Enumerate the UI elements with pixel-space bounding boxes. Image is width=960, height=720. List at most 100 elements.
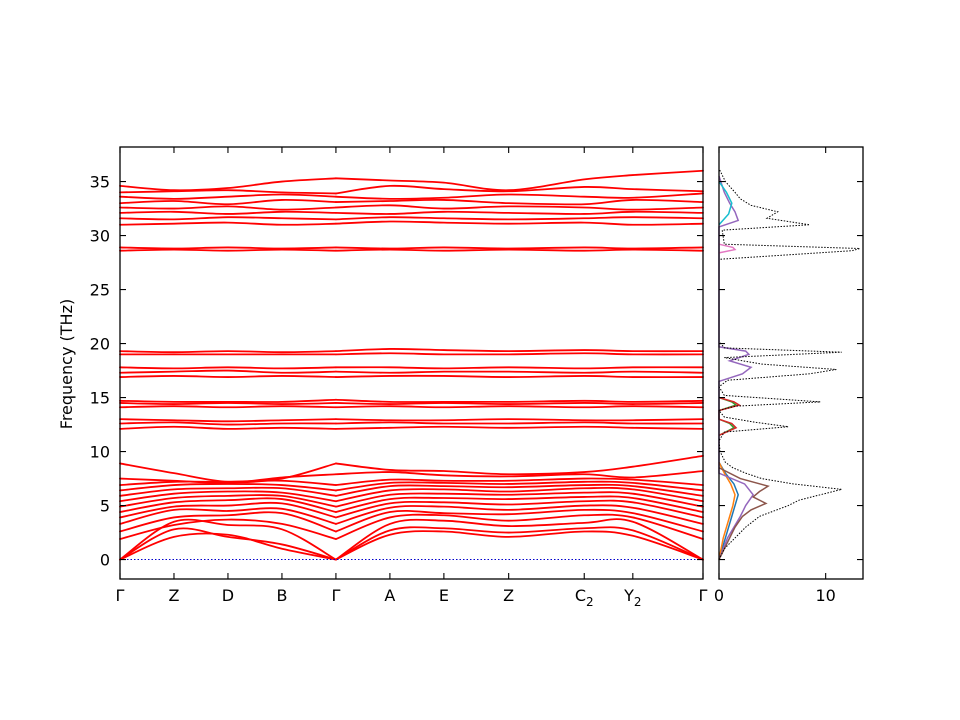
band-line-23b (335, 370, 704, 374)
band-line-30b (335, 216, 704, 221)
band-line-12b (335, 480, 704, 492)
projected-dos-8 (718, 181, 733, 226)
band-line-18a (119, 418, 337, 423)
projected-dos-lines (718, 175, 770, 560)
band-line-21b (335, 398, 704, 403)
band-line-8b (335, 495, 704, 513)
dos-xtick-label-0: 0 (714, 586, 724, 605)
band-line-1b (335, 530, 704, 561)
band-line-22a (119, 375, 337, 378)
band-line-9a (119, 494, 337, 508)
band-line-11b (335, 483, 704, 497)
band-line-34a (119, 193, 337, 200)
band-ytick-label-5: 5 (100, 497, 110, 516)
band-line-20b (335, 402, 704, 405)
band-ytick-label-0: 0 (100, 551, 110, 570)
band-line-16a (119, 425, 337, 430)
band-line-15a (119, 462, 337, 484)
band-line-14a (119, 473, 337, 484)
projected-dos-6 (718, 467, 770, 560)
dos-plot-frame (718, 146, 864, 580)
kpoint-label-4: Γ (331, 586, 340, 605)
band-line-7b (335, 499, 704, 519)
projected-dos-5 (718, 175, 755, 560)
band-line-32a (119, 205, 337, 211)
band-plot-frame (119, 146, 704, 580)
total-dos-line (718, 168, 860, 560)
band-line-6b (335, 504, 704, 525)
band-line-25b (335, 352, 704, 356)
band-ytick-label-10: 10 (90, 443, 110, 462)
band-line-34b (335, 192, 704, 200)
band-line-26b (335, 348, 704, 353)
kpoint-label-10: Γ (699, 586, 708, 605)
band-line-35b (335, 184, 704, 195)
band-line-24b (335, 366, 704, 370)
band-line-3b (335, 518, 704, 561)
kpoint-label-2: D (222, 586, 234, 605)
band-line-21a (119, 398, 337, 403)
y-axis-label: Frequency (THz) (57, 299, 76, 429)
band-line-17b (335, 421, 704, 425)
band-line-31a (119, 210, 337, 215)
band-line-31b (335, 210, 704, 215)
band-line-4a (119, 518, 337, 540)
band-line-29b (335, 220, 704, 226)
band-line-8a (119, 497, 337, 513)
band-line-14b (335, 470, 704, 479)
band-line-32b (335, 204, 704, 211)
band-line-20a (119, 402, 337, 405)
band-line-3a (119, 518, 337, 561)
band-line-29a (119, 221, 337, 226)
band-line-5b (335, 508, 704, 533)
band-line-26a (119, 350, 337, 354)
band-ytick-label-15: 15 (90, 389, 110, 408)
band-line-18b (335, 418, 704, 422)
kpoint-label-6: E (439, 586, 449, 605)
band-line-28a (119, 246, 337, 250)
band-line-17a (119, 421, 337, 426)
band-line-33b (335, 198, 704, 206)
band-line-2b (335, 526, 704, 561)
band-line-19b (335, 405, 704, 409)
band-line-24a (119, 366, 337, 370)
band-line-36a (119, 177, 337, 192)
band-ytick-label-35: 35 (90, 173, 110, 192)
kpoint-label-3: B (276, 586, 287, 605)
dos-panel: 0 10 (714, 146, 864, 605)
band-line-12a (119, 483, 337, 492)
band-line-19a (119, 405, 337, 409)
band-line-27a (119, 248, 337, 252)
band-line-15b (335, 454, 704, 476)
dos-y-ticks (719, 181, 863, 561)
band-line-16b (335, 425, 704, 430)
band-line-28b (335, 246, 704, 250)
band-line-10b (335, 486, 704, 503)
projected-dos-2 (718, 462, 736, 560)
band-line-5a (119, 511, 337, 533)
band-line-27b (335, 248, 704, 252)
band-line-2a (119, 527, 337, 561)
kpoint-label-5: A (384, 586, 395, 605)
band-lines (119, 169, 704, 561)
band-ytick-label-30: 30 (90, 227, 110, 246)
band-line-9b (335, 491, 704, 508)
kpoint-label-1: Z (168, 586, 179, 605)
band-ytick-label-20: 20 (90, 335, 110, 354)
band-line-23a (119, 369, 337, 374)
kpoint-label-7: Z (503, 586, 514, 605)
band-line-11a (119, 486, 337, 497)
band-line-35a (119, 189, 337, 195)
projected-dos-7 (718, 243, 737, 254)
band-line-6a (119, 507, 337, 525)
band-y-ticks: 0 5 10 15 20 25 30 35 (90, 173, 703, 570)
band-line-36b (335, 169, 704, 192)
band-line-1a (119, 532, 337, 561)
band-ytick-label-25: 25 (90, 281, 110, 300)
band-line-10a (119, 490, 337, 503)
band-line-33a (119, 198, 337, 206)
band-line-22b (335, 374, 704, 379)
band-line-13b (335, 477, 704, 486)
